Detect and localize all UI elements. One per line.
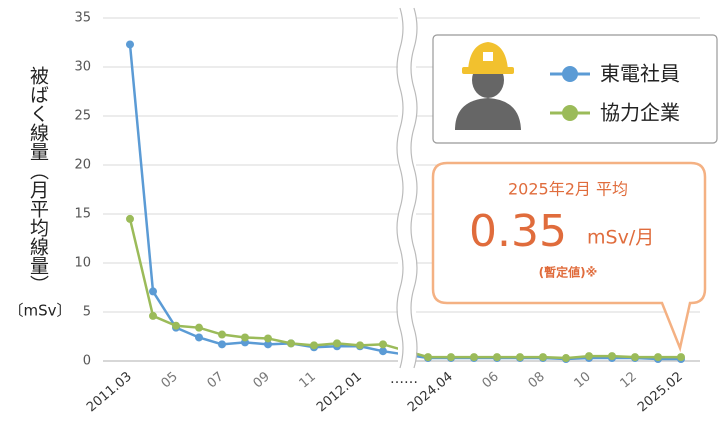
y-tick-label: 0 — [83, 354, 91, 369]
data-point — [287, 339, 295, 348]
y-tick-label: 15 — [74, 207, 91, 222]
data-point — [356, 341, 364, 350]
data-point — [379, 340, 387, 349]
data-point — [539, 353, 547, 362]
data-point — [126, 40, 134, 49]
data-point — [424, 353, 432, 362]
data-point — [264, 334, 272, 343]
x-tick-label: 05 — [159, 369, 181, 391]
data-point — [562, 354, 570, 363]
data-point — [654, 353, 662, 362]
data-point — [310, 341, 318, 350]
axis-break-line — [410, 7, 418, 369]
legend-marker — [562, 105, 578, 121]
data-point — [447, 353, 455, 362]
data-point — [608, 352, 616, 361]
x-tick-label: 12 — [618, 369, 640, 391]
callout-value: 0.35 — [469, 206, 567, 257]
x-tick-label: 2025.02 — [635, 369, 686, 415]
data-point — [195, 323, 203, 332]
legend-label: 東電社員 — [600, 62, 680, 86]
x-tick-label: 11 — [297, 369, 319, 391]
callout-unit: mSv/月 — [587, 227, 654, 249]
data-point — [172, 321, 180, 330]
x-tick-label: 06 — [480, 369, 502, 391]
data-point — [585, 352, 593, 361]
data-point — [218, 340, 226, 349]
x-tick-label: 09 — [251, 369, 273, 391]
y-tick-label: 30 — [74, 60, 91, 75]
worker-icon — [455, 42, 521, 130]
y-tick-label: 35 — [74, 11, 91, 26]
y-tick-label: 25 — [74, 109, 91, 124]
data-point — [126, 214, 134, 223]
data-point — [149, 311, 157, 320]
data-point — [333, 339, 341, 348]
x-tick-label: 07 — [205, 369, 227, 391]
callout-note: (暫定値)※ — [539, 265, 598, 280]
callout-frame — [431, 161, 707, 353]
data-point — [218, 330, 226, 339]
callout-title: 2025年2月 平均 — [508, 180, 628, 199]
x-tick-label: 10 — [572, 369, 594, 391]
data-point — [379, 347, 387, 356]
legend — [432, 34, 718, 144]
legend-label: 協力企業 — [600, 101, 680, 125]
data-point — [264, 340, 272, 349]
data-point — [516, 353, 524, 362]
x-tick-label: 08 — [526, 369, 548, 391]
axis-break-label: …… — [390, 371, 418, 387]
data-point — [677, 353, 685, 362]
axis-break-line — [396, 7, 404, 369]
data-point — [493, 353, 501, 362]
legend-marker — [562, 66, 578, 82]
callout: 2025年2月 平均 0.35 mSv/月 (暫定値)※ — [431, 161, 707, 353]
y-tick-label: 10 — [74, 256, 91, 271]
data-point — [149, 287, 157, 296]
data-point — [241, 333, 249, 342]
data-point — [195, 333, 203, 342]
x-tick-label: 2012.01 — [314, 369, 365, 415]
data-point — [470, 353, 478, 362]
y-tick-label: 20 — [74, 158, 91, 173]
data-point — [631, 353, 639, 362]
y-tick-label: 5 — [83, 305, 91, 320]
y-axis-unit: 〔mSv〕 — [8, 302, 71, 320]
y-axis-label: 被ばく線量（月平均線量） — [27, 66, 49, 294]
x-tick-label: 2011.03 — [84, 369, 135, 415]
